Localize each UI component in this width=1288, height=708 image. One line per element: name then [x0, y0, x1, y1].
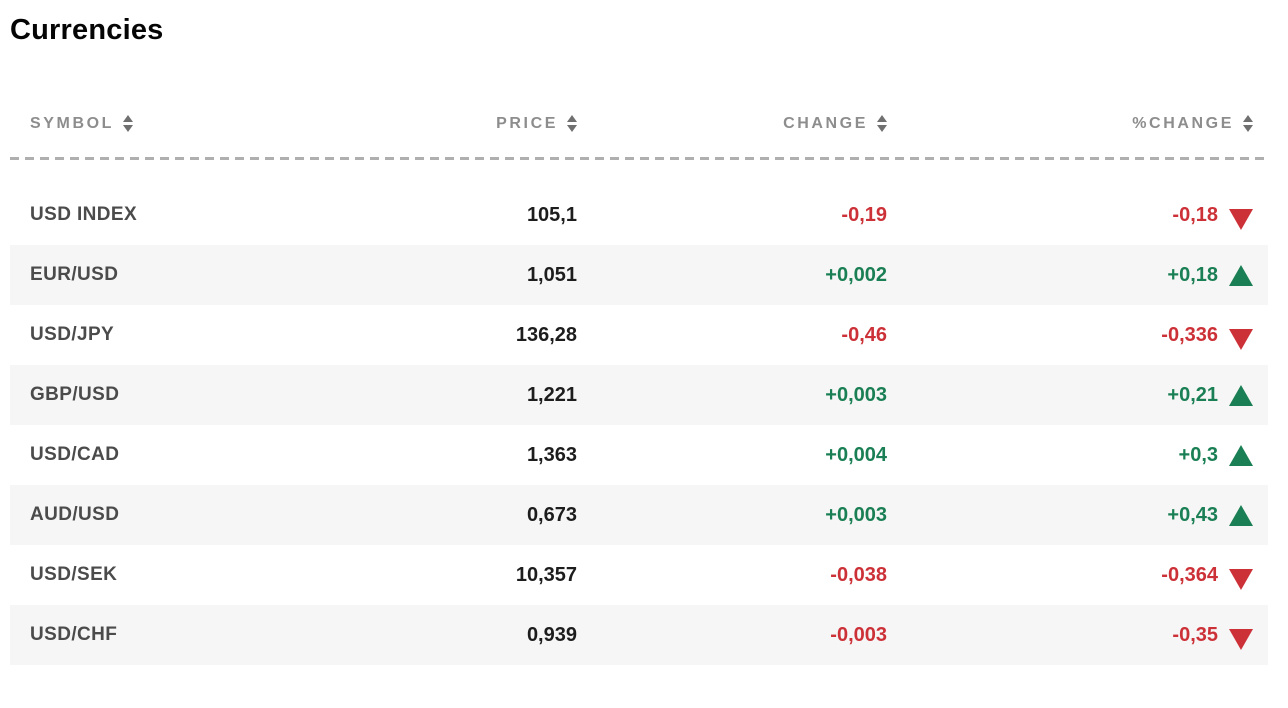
- down-triangle-icon: [1229, 209, 1253, 230]
- pct-change-value: -0,18: [1172, 203, 1218, 226]
- up-triangle-icon: [1229, 444, 1253, 466]
- table-row[interactable]: EUR/USD 1,051 +0,002 +0,18: [10, 245, 1268, 305]
- pct-change-cell: -0,336: [890, 320, 1268, 350]
- pct-change-cell: -0,364: [890, 560, 1268, 590]
- table-row[interactable]: USD/CHF 0,939 -0,003 -0,35: [10, 605, 1268, 665]
- price-cell: 0,939: [526, 623, 577, 646]
- pct-change-value: -0,364: [1161, 563, 1218, 586]
- up-triangle-icon: [1229, 504, 1253, 526]
- change-cell: -0,46: [841, 323, 887, 346]
- price-cell: 10,357: [515, 563, 577, 586]
- column-header-change[interactable]: CHANGE: [580, 114, 890, 133]
- sort-arrows-icon[interactable]: [1243, 114, 1253, 132]
- price-cell: 1,221: [526, 383, 577, 406]
- pct-change-value: +0,21: [1167, 383, 1218, 406]
- symbol-cell[interactable]: USD/JPY: [30, 324, 115, 345]
- change-cell: -0,003: [830, 623, 887, 646]
- symbol-cell[interactable]: EUR/USD: [30, 264, 119, 285]
- change-cell: -0,038: [830, 563, 887, 586]
- column-header-pct-change-label: %CHANGE: [1132, 115, 1234, 132]
- pct-change-cell: +0,3: [890, 444, 1268, 467]
- sort-arrows-icon[interactable]: [877, 114, 887, 132]
- change-cell: -0,19: [841, 203, 887, 226]
- currencies-table: SYMBOL PRICE CHANGE %CHANGE USD INDEX 10…: [10, 106, 1268, 665]
- price-cell: 136,28: [515, 323, 577, 346]
- table-row[interactable]: USD/CAD 1,363 +0,004 +0,3: [10, 425, 1268, 485]
- column-header-pct-change[interactable]: %CHANGE: [890, 114, 1268, 133]
- sort-arrows-icon[interactable]: [567, 114, 577, 132]
- pct-change-cell: -0,18: [890, 200, 1268, 230]
- page-title: Currencies: [10, 14, 164, 46]
- symbol-cell[interactable]: USD/CHF: [30, 624, 118, 645]
- price-cell: 1,363: [526, 443, 577, 466]
- table-row[interactable]: GBP/USD 1,221 +0,003 +0,21: [10, 365, 1268, 425]
- column-header-price-label: PRICE: [496, 115, 558, 132]
- pct-change-value: -0,35: [1172, 623, 1218, 646]
- pct-change-cell: +0,18: [890, 264, 1268, 287]
- header-dashed-divider: [10, 157, 1268, 160]
- pct-change-value: +0,3: [1178, 443, 1218, 466]
- down-triangle-icon: [1229, 629, 1253, 650]
- column-header-change-label: CHANGE: [783, 115, 868, 132]
- change-cell: +0,003: [825, 503, 887, 526]
- column-header-symbol-label: SYMBOL: [30, 115, 115, 132]
- change-cell: +0,003: [825, 383, 887, 406]
- table-header-row: SYMBOL PRICE CHANGE %CHANGE: [10, 106, 1268, 142]
- up-triangle-icon: [1229, 384, 1253, 406]
- pct-change-cell: -0,35: [890, 620, 1268, 650]
- change-cell: +0,004: [825, 443, 887, 466]
- column-header-symbol[interactable]: SYMBOL: [10, 114, 430, 133]
- table-body: USD INDEX 105,1 -0,19 -0,18 EUR/USD 1,05…: [10, 185, 1268, 665]
- price-cell: 0,673: [526, 503, 577, 526]
- table-row[interactable]: AUD/USD 0,673 +0,003 +0,43: [10, 485, 1268, 545]
- symbol-cell[interactable]: USD INDEX: [30, 204, 138, 225]
- sort-arrows-icon[interactable]: [123, 114, 134, 132]
- table-row[interactable]: USD INDEX 105,1 -0,19 -0,18: [10, 185, 1268, 245]
- down-triangle-icon: [1229, 329, 1253, 350]
- symbol-cell[interactable]: GBP/USD: [30, 384, 120, 405]
- pct-change-value: -0,336: [1161, 323, 1218, 346]
- table-row[interactable]: USD/JPY 136,28 -0,46 -0,336: [10, 305, 1268, 365]
- symbol-cell[interactable]: AUD/USD: [30, 504, 120, 525]
- symbol-cell[interactable]: USD/SEK: [30, 564, 118, 585]
- price-cell: 1,051: [526, 263, 577, 286]
- change-cell: +0,002: [825, 263, 887, 286]
- column-header-price[interactable]: PRICE: [430, 114, 580, 133]
- up-triangle-icon: [1229, 264, 1253, 286]
- price-cell: 105,1: [526, 203, 577, 226]
- down-triangle-icon: [1229, 569, 1253, 590]
- pct-change-cell: +0,21: [890, 384, 1268, 407]
- pct-change-value: +0,18: [1167, 263, 1218, 286]
- pct-change-cell: +0,43: [890, 504, 1268, 527]
- table-row[interactable]: USD/SEK 10,357 -0,038 -0,364: [10, 545, 1268, 605]
- pct-change-value: +0,43: [1167, 503, 1218, 526]
- symbol-cell[interactable]: USD/CAD: [30, 444, 120, 465]
